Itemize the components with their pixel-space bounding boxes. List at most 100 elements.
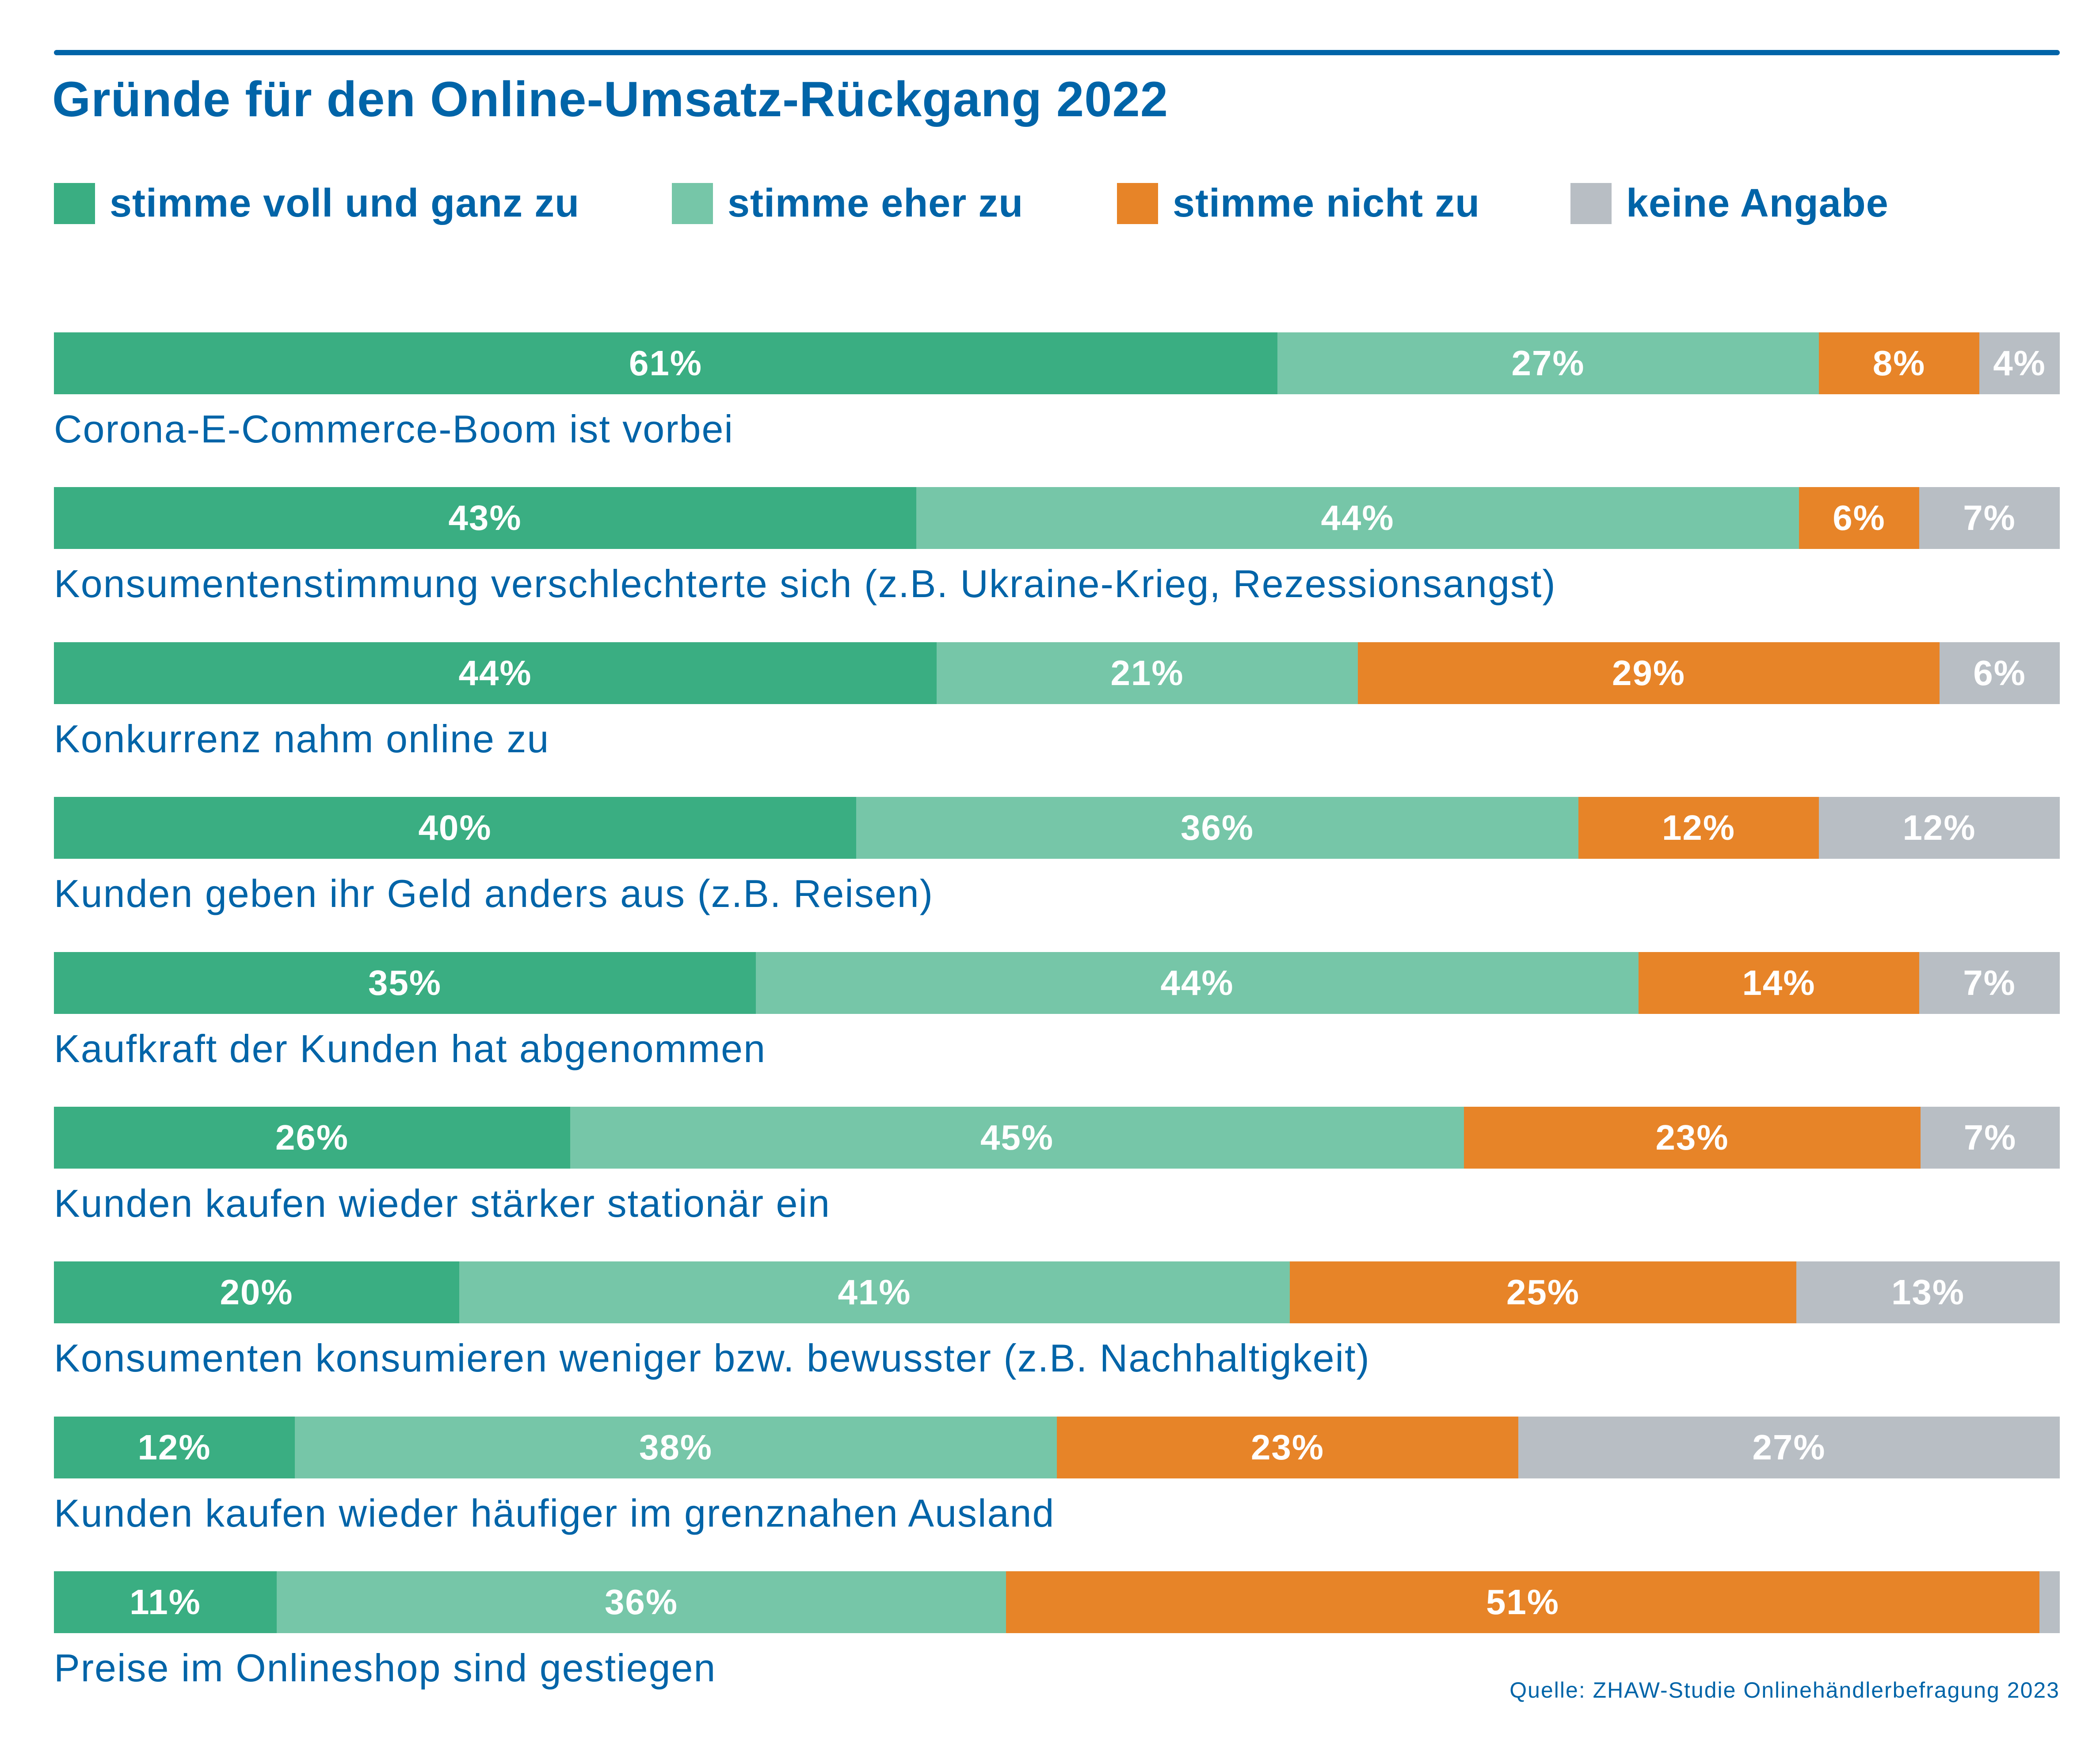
bar-segment: 35%	[54, 952, 756, 1014]
data-label: 11%	[130, 1582, 201, 1622]
data-label: 36%	[604, 1582, 678, 1622]
chart-row: 26% 45% 23% 7% Kunden kaufen wieder stärker …	[54, 1107, 2060, 1253]
data-label: 12%	[1662, 808, 1736, 847]
legend-item: stimme nicht zu	[1117, 181, 1480, 225]
legend-item: stimme eher zu	[672, 181, 1024, 225]
legend-label: keine Angabe	[1626, 181, 1889, 225]
data-label: 29%	[1612, 653, 1686, 693]
data-label: 51%	[1486, 1582, 1560, 1622]
stacked-bar: 26% 45% 23% 7%	[54, 1107, 2060, 1169]
bar-segment: 11%	[54, 1571, 277, 1633]
data-label: 26%	[275, 1118, 349, 1157]
data-label: 8%	[1872, 343, 1926, 383]
chart-row: 11% 36% 51% Preise im Onlineshop sind gesti…	[54, 1571, 2060, 1717]
data-label: 45%	[980, 1118, 1054, 1157]
stacked-bar: 40% 36% 12% 12%	[54, 797, 2060, 859]
data-label: 61%	[629, 343, 703, 383]
data-label: 7%	[1963, 498, 2016, 537]
chart-title: Gründe für den Online-Umsatz-Rückgang 20…	[52, 72, 1169, 127]
bar-segment: 27%	[1518, 1417, 2060, 1478]
data-label: 21%	[1110, 653, 1184, 693]
data-label: 7%	[1963, 963, 2016, 1002]
bar-segment: 13%	[1796, 1261, 2060, 1323]
category-label: Kaufkraft der Kunden hat abgenommen	[54, 1027, 766, 1070]
stacked-bar: 12% 38% 23% 27%	[54, 1417, 2060, 1478]
bar-segment: 27%	[1277, 332, 1819, 394]
category-label: Konsumentenstimmung verschlechterte sich…	[54, 562, 1556, 606]
bar-segment: 40%	[54, 797, 856, 859]
bar-segment: 12%	[1578, 797, 1819, 859]
bar-segment: 8%	[1819, 332, 1979, 394]
data-label: 4%	[1993, 343, 2046, 383]
data-label: 23%	[1250, 1428, 1325, 1467]
data-label: 23%	[1655, 1118, 1729, 1157]
data-label: 27%	[1752, 1428, 1826, 1467]
data-label: 36%	[1180, 808, 1254, 847]
legend-item: keine Angabe	[1570, 181, 1889, 225]
bar-segment: 7%	[1921, 1107, 2060, 1169]
bar-segment: 51%	[1006, 1571, 2039, 1633]
chart-row: 43% 44% 6% 7% Konsumentenstimmung verschlech…	[54, 487, 2060, 633]
bar-segment: 44%	[756, 952, 1639, 1014]
category-label: Kunden geben ihr Geld anders aus (z.B. R…	[54, 872, 934, 915]
data-label: 44%	[1160, 963, 1234, 1002]
category-label: Kunden kaufen wieder häufiger im grenzna…	[54, 1491, 1055, 1535]
bar-segment: 41%	[459, 1261, 1290, 1323]
bar-segment: 61%	[54, 332, 1277, 394]
chart-row: 20% 41% 25% 13% Konsumenten konsumieren weni…	[54, 1261, 2060, 1407]
title-rule	[54, 50, 2060, 55]
bar-segment: 36%	[277, 1571, 1006, 1633]
chart-row: 40% 36% 12% 12% Kunden geben ihr Geld anders…	[54, 797, 2060, 943]
data-label: 7%	[1963, 1118, 2017, 1157]
bar-segment: 23%	[1057, 1417, 1518, 1478]
data-label: 13%	[1891, 1272, 1965, 1312]
legend-label: stimme voll und ganz zu	[110, 181, 580, 225]
bar-segment: 6%	[1940, 642, 2060, 704]
category-label: Konkurrenz nahm online zu	[54, 717, 550, 761]
data-label: 27%	[1511, 343, 1585, 383]
data-label: 40%	[418, 808, 492, 847]
chart-row: 12% 38% 23% 27% Kunden kaufen wieder häufige…	[54, 1417, 2060, 1562]
legend-swatch	[1117, 183, 1158, 224]
bar-segment: 26%	[54, 1107, 570, 1169]
bar-segment: 45%	[570, 1107, 1464, 1169]
bar-segment: 12%	[54, 1417, 295, 1478]
category-label: Kunden kaufen wieder stärker stationär e…	[54, 1181, 831, 1225]
bar-segment	[2039, 1571, 2060, 1633]
data-label: 35%	[368, 963, 442, 1002]
bar-segment: 12%	[1819, 797, 2060, 859]
stacked-bar: 44% 21% 29% 6%	[54, 642, 2060, 704]
data-label: 25%	[1506, 1272, 1580, 1312]
stacked-bar: 35% 44% 14% 7%	[54, 952, 2060, 1014]
bar-segment: 6%	[1799, 487, 1919, 549]
bar-segment: 25%	[1290, 1261, 1796, 1323]
stacked-bar: 61% 27% 8% 4%	[54, 332, 2060, 394]
bar-segment: 7%	[1919, 487, 2060, 549]
data-label: 12%	[1902, 808, 1976, 847]
legend-label: stimme nicht zu	[1173, 181, 1480, 225]
data-label: 14%	[1742, 963, 1816, 1002]
bar-segment: 44%	[916, 487, 1799, 549]
data-label: 41%	[838, 1272, 911, 1312]
data-label: 20%	[220, 1272, 293, 1312]
bar-segment: 29%	[1358, 642, 1940, 704]
stacked-bar: 20% 41% 25% 13%	[54, 1261, 2060, 1323]
legend-label: stimme eher zu	[728, 181, 1024, 225]
data-label: 44%	[1321, 498, 1395, 537]
bar-segment: 7%	[1919, 952, 2060, 1014]
bar-segment: 36%	[856, 797, 1578, 859]
bar-segment: 20%	[54, 1261, 459, 1323]
stacked-bar: 11% 36% 51%	[54, 1571, 2060, 1633]
category-label: Preise im Onlineshop sind gestiegen	[54, 1646, 717, 1690]
bar-segment: 4%	[1979, 332, 2060, 394]
legend-swatch	[672, 183, 713, 224]
legend-item: stimme voll und ganz zu	[54, 181, 580, 225]
legend-swatch	[54, 183, 95, 224]
data-label: 38%	[639, 1428, 713, 1467]
category-label: Corona-E-Commerce-Boom ist vorbei	[54, 407, 734, 451]
stacked-bar: 43% 44% 6% 7%	[54, 487, 2060, 549]
data-label: 6%	[1973, 653, 2026, 693]
source-note: Quelle: ZHAW-Studie Onlinehändlerbefragu…	[1509, 1678, 2060, 1703]
chart-row: 61% 27% 8% 4% Corona-E-Commerce-Boom ist vor…	[54, 332, 2060, 478]
data-label: 6%	[1833, 498, 1886, 537]
